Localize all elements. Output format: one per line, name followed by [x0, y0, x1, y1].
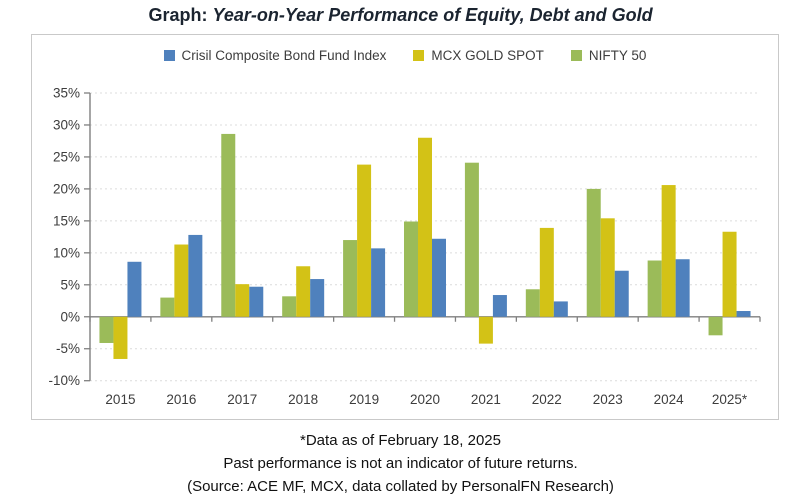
bar-2016 [188, 234, 203, 317]
bar-2025* [736, 311, 751, 317]
x-axis-label: 2025* [712, 392, 748, 407]
bar-2016 [174, 244, 189, 317]
bar-2017 [235, 284, 250, 317]
y-tick-label: 35% [53, 86, 80, 101]
bar-2017 [249, 286, 264, 317]
bar-2023 [586, 188, 601, 317]
legend-label: MCX GOLD SPOT [431, 48, 544, 63]
x-axis-label: 2018 [288, 392, 318, 407]
legend-swatch-icon [570, 50, 582, 61]
x-axis-label: 2022 [532, 392, 562, 407]
legend-label: NIFTY 50 [588, 48, 647, 63]
bar-2021 [478, 316, 493, 344]
bar-2019 [357, 164, 372, 317]
bar-2024 [661, 185, 676, 317]
bar-2020 [418, 137, 432, 317]
bar-2022 [553, 301, 568, 317]
y-tick-label: 0% [60, 309, 80, 324]
x-axis-label: 2015 [105, 392, 135, 407]
y-tick-label: 5% [60, 277, 80, 292]
bar-2021 [464, 162, 479, 317]
bar-2024 [647, 260, 662, 317]
legend-swatch-icon [163, 50, 175, 61]
page-title: Graph: Year-on-Year Performance of Equity… [0, 5, 801, 26]
bar-2022 [539, 227, 554, 317]
bar-2023 [600, 218, 615, 317]
bar-2019 [343, 240, 358, 317]
bar-2025* [722, 231, 737, 317]
bar-2015 [99, 316, 114, 343]
legend-label: Crisil Composite Bond Fund Index [181, 48, 387, 63]
y-tick-label: 25% [53, 149, 80, 164]
y-tick-label: 30% [53, 117, 80, 132]
x-axis-label: 2019 [349, 392, 379, 407]
bar-2023 [614, 270, 629, 317]
bar-2017 [221, 133, 236, 317]
x-axis-label: 2020 [410, 392, 440, 407]
bar-2018 [310, 279, 325, 317]
bar-2024 [675, 259, 690, 317]
footnote-source: (Source: ACE MF, MCX, data collated by P… [187, 478, 614, 495]
bar-2020 [404, 221, 418, 317]
legend-item: MCX GOLD SPOT [413, 48, 544, 63]
bar-2015 [113, 316, 128, 359]
bar-2018 [296, 266, 311, 317]
bar-2018 [282, 296, 297, 317]
x-axis-label: 2016 [166, 392, 196, 407]
x-axis-label: 2023 [593, 392, 623, 407]
y-tick-label: 10% [53, 245, 80, 260]
bar-2019 [371, 248, 386, 317]
x-axis-label: 2017 [227, 392, 257, 407]
page-title-prefix: Graph: [148, 5, 208, 25]
chart-legend: Crisil Composite Bond Fund Index MCX GOLD… [32, 48, 778, 63]
bar-2025* [708, 316, 723, 336]
chart-footnotes: *Data as of February 18, 2025 Past perfo… [0, 429, 801, 498]
footnote-disclaimer: Past performance is not an indicator of … [223, 455, 578, 472]
y-tick-label: -5% [56, 341, 80, 356]
y-tick-label: 15% [53, 213, 80, 228]
x-axis-label: 2021 [471, 392, 501, 407]
x-axis-label: 2024 [654, 392, 685, 407]
legend-swatch-icon [413, 50, 425, 61]
y-tick-label: -10% [48, 373, 80, 388]
bar-2021 [492, 295, 507, 317]
bar-2020 [432, 238, 446, 317]
legend-item: Crisil Composite Bond Fund Index [163, 48, 387, 63]
page-title-main: Year-on-Year Performance of Equity, Debt… [212, 5, 653, 25]
bar-2015 [127, 261, 142, 317]
chart-area: Crisil Composite Bond Fund Index MCX GOLD… [31, 34, 779, 420]
footnote-data-as-of: *Data as of February 18, 2025 [300, 432, 501, 449]
bar-2016 [160, 297, 175, 317]
legend-item: NIFTY 50 [570, 48, 647, 63]
y-tick-label: 20% [53, 181, 80, 196]
bar-2022 [525, 289, 540, 317]
bar-chart-svg: 35% 30% 25% 20% 15% 10% 5% 0% -5% -10% 2015 2016 201… [48, 86, 761, 407]
